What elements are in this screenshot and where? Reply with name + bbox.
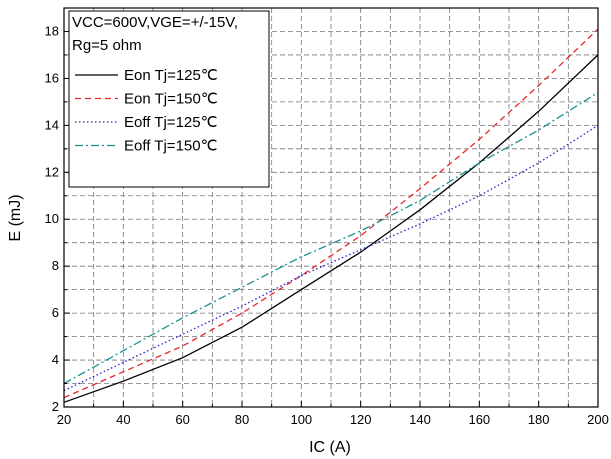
series-line [63, 124, 599, 392]
legend-label: Eon Tj=125℃ [124, 67, 218, 84]
legend-label: Eoff Tj=150℃ [124, 138, 217, 155]
y-tick-label: 16 [45, 70, 59, 85]
x-tick-label: 180 [528, 412, 550, 427]
y-axis-title: E (mJ) [7, 194, 24, 241]
x-tick-label: 20 [57, 412, 71, 427]
x-tick-label: 200 [587, 412, 609, 427]
x-tick-label: 160 [468, 412, 490, 427]
y-tick-label: 18 [45, 23, 59, 38]
y-tick-label: 6 [52, 305, 59, 320]
y-tick-label: 4 [52, 352, 59, 367]
legend-entries: Eon Tj=125℃ Eon Tj=150℃ Eoff Tj=125℃ Eoff T… [75, 67, 218, 155]
tick-labels: 20 40 60 80 100 120 140 160 180 200 2 4 6 8 10 12 14 16 18 [45, 23, 609, 427]
x-tick-label: 140 [409, 412, 431, 427]
legend-box [68, 10, 270, 188]
series-line [63, 28, 599, 399]
conditions-line-2: Rg=5 ohm [72, 37, 142, 54]
y-tick-label: 2 [52, 399, 59, 414]
x-axis-title: IC (A) [309, 439, 351, 456]
y-tick-label: 10 [45, 211, 59, 226]
legend-label: Eon Tj=150℃ [124, 91, 218, 108]
legend: VCC=600V,VGE=+/-15V, Rg=5 ohm Eon Tj=125… [68, 10, 270, 188]
legend-label: Eoff Tj=125℃ [124, 114, 217, 131]
series-line [63, 91, 599, 385]
x-tick-label: 60 [175, 412, 189, 427]
y-tick-label: 14 [45, 117, 59, 132]
x-tick-label: 100 [290, 412, 312, 427]
series-line [63, 54, 599, 403]
x-tick-label: 40 [116, 412, 130, 427]
conditions-line-1: VCC=600V,VGE=+/-15V, [72, 14, 238, 31]
y-tick-label: 8 [52, 258, 59, 273]
y-tick-label: 12 [45, 164, 59, 179]
x-tick-label: 80 [235, 412, 249, 427]
series-lines [63, 28, 599, 403]
x-tick-label: 120 [350, 412, 372, 427]
